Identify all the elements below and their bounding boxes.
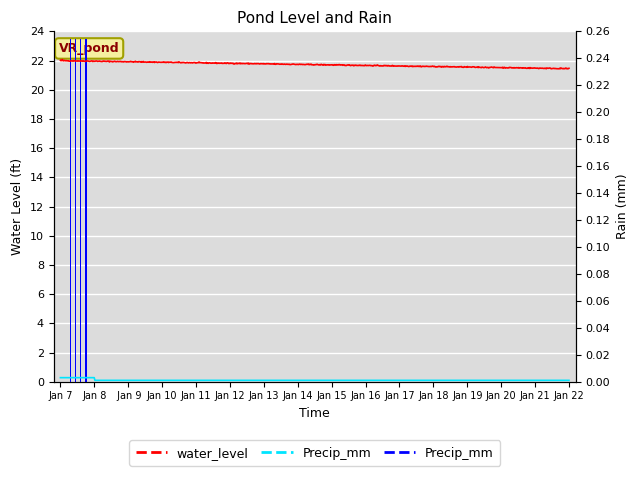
Bar [80, 39, 81, 382]
Text: VR_pond: VR_pond [59, 42, 120, 55]
Bar [70, 39, 71, 382]
X-axis label: Time: Time [300, 407, 330, 420]
Y-axis label: Rain (mm): Rain (mm) [616, 174, 629, 240]
Bar [85, 39, 86, 382]
Legend: water_level, Precip_mm, Precip_mm: water_level, Precip_mm, Precip_mm [129, 441, 500, 466]
Bar [75, 39, 76, 382]
Y-axis label: Water Level (ft): Water Level (ft) [11, 158, 24, 255]
Title: Pond Level and Rain: Pond Level and Rain [237, 11, 392, 26]
